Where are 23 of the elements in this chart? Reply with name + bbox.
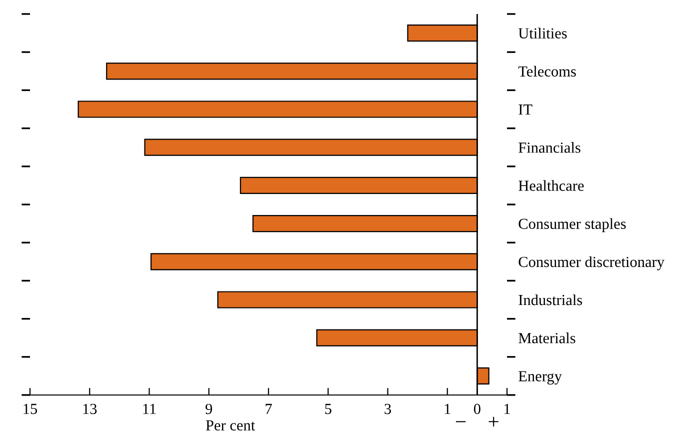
- y-tick-label: Materials: [518, 332, 576, 344]
- y-tick-label: Telecoms: [518, 66, 576, 77]
- x-tick-label: 3: [384, 404, 391, 414]
- text: +: [488, 416, 498, 427]
- x-tick-label: 7: [266, 404, 272, 414]
- y-tick-label: Consumer discretionary: [518, 256, 664, 270]
- x-tick-label: 0: [474, 404, 480, 414]
- x-tick-label: 15: [24, 404, 38, 414]
- y-tick-label: Consumer staples: [518, 218, 626, 232]
- y-tick-label: Utilities: [518, 28, 567, 38]
- y-tick-label: Financials: [518, 142, 580, 153]
- text: −: [456, 421, 466, 422]
- y-tick-label: Energy: [518, 371, 562, 385]
- x-tick-label: 1: [504, 404, 510, 414]
- x-tick-label: 13: [83, 404, 97, 414]
- x-tick-label: 9: [206, 404, 212, 414]
- y-tick-label: Healthcare: [518, 180, 584, 191]
- x-tick-label: 11: [143, 404, 156, 414]
- x-tick-label: 5: [325, 404, 332, 414]
- y-tick-label: Industrials: [518, 294, 582, 306]
- x-axis-title: Per cent: [206, 420, 256, 431]
- x-tick-label: 1: [444, 404, 450, 414]
- y-tick-label: IT: [518, 104, 532, 115]
